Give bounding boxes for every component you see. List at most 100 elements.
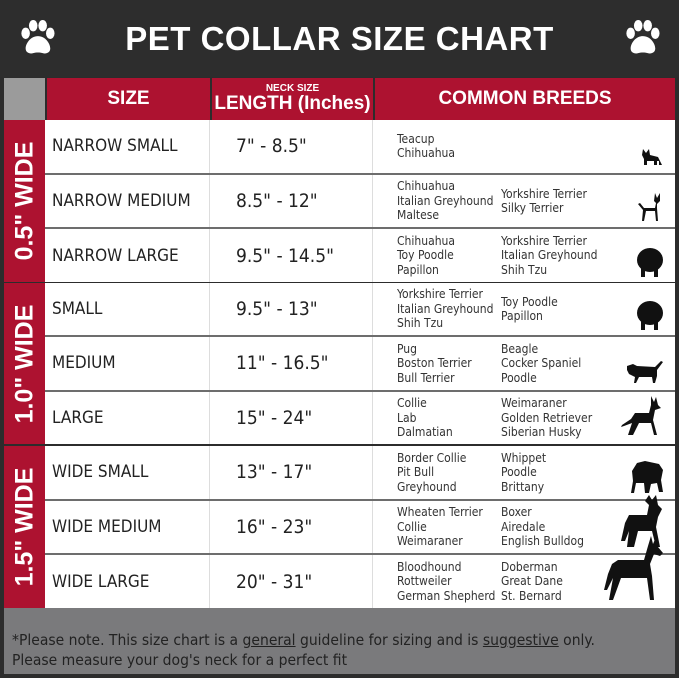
breed-column: Yorkshire Terrier Italian Greyhound Shih T…: [397, 287, 501, 331]
breed-column: Beagle Cocker Spaniel Poodle: [501, 342, 605, 386]
neck-length: 13" - 17": [210, 446, 373, 499]
table-row: NARROW SMALL 7" - 8.5" Teacup Chihuahua: [45, 120, 675, 173]
breed-name: Italian Greyhound: [397, 193, 494, 208]
table-row: WIDE MEDIUM 16" - 23" Wheaten Terrier Colli…: [45, 495, 675, 554]
breed-name: Doberman: [501, 559, 558, 574]
size-name: NARROW LARGE: [45, 229, 210, 283]
neck-length: 11" - 16.5": [210, 337, 373, 390]
breed-column: Pug Boston Terrier Bull Terrier: [397, 342, 501, 386]
breed-column: Chihuahua Italian Greyhound Maltese: [397, 179, 501, 223]
breed-name: Shih Tzu: [397, 316, 444, 331]
size-name: SMALL: [45, 283, 210, 336]
breeds-cell: Teacup Chihuahua: [373, 120, 675, 173]
breed-column: Weimaraner Golden Retriever Siberian Husky: [501, 396, 605, 440]
breed-column: Boxer Airedale English Bulldog: [501, 505, 605, 549]
breeds-cell: Wheaten Terrier Collie Weimaraner Boxer Aire…: [373, 495, 675, 554]
table-row: NARROW LARGE 9.5" - 14.5" Chihuahua Toy Poo…: [45, 229, 675, 283]
note-text: guideline for sizing and is: [295, 631, 483, 649]
note-line-2: Please measure your dog's neck for a per…: [12, 651, 348, 669]
breed-name: Chihuahua: [397, 233, 455, 248]
breed-name: Cocker Spaniel: [501, 356, 582, 371]
size-name: WIDE LARGE: [45, 555, 210, 609]
breeds-cell: Bloodhound Rottweiler German Shepherd Dober…: [373, 536, 675, 608]
group-rows: NARROW SMALL 7" - 8.5" Teacup Chihuahua NARR…: [45, 120, 675, 283]
breed-name: Bull Terrier: [397, 370, 455, 385]
width-label-text: 1.0" WIDE: [10, 304, 38, 423]
breed-name: Yorkshire Terrier: [501, 233, 587, 248]
shepherd-silhouette-icon: [621, 395, 661, 435]
breed-name: Brittany: [501, 479, 545, 494]
dachshund-silhouette-icon: [627, 360, 663, 383]
breed-name: Yorkshire Terrier: [501, 186, 587, 201]
breed-name: Beagle: [501, 341, 539, 356]
width-label-text: 0.5" WIDE: [10, 141, 38, 261]
size-name: WIDE SMALL: [45, 446, 210, 499]
breed-name: Siberian Husky: [501, 425, 582, 440]
size-name: NARROW MEDIUM: [45, 174, 210, 228]
breeds-cell: Border Collie Pit Bull Greyhound Whippet Poo…: [373, 446, 675, 499]
size-group: 1.0" WIDE SMALL 9.5" - 13" Yorkshire Terrie…: [4, 283, 675, 444]
header-breeds: COMMON BREEDS: [373, 78, 675, 120]
breed-name: Toy Poodle: [501, 294, 558, 309]
breed-name: Great Dane: [501, 574, 563, 589]
breed-name: Weimaraner: [501, 396, 567, 411]
breed-name: Boston Terrier: [397, 356, 472, 371]
breed-name: Dalmatian: [397, 425, 453, 440]
size-name: MEDIUM: [45, 337, 210, 390]
table-row: NARROW MEDIUM 8.5" - 12" Chihuahua Italian …: [45, 174, 675, 228]
breed-name: Italian Greyhound: [397, 301, 494, 316]
breed-name: Poodle: [501, 465, 537, 480]
width-label: 1.5" WIDE: [4, 446, 45, 608]
breed-name: Papillon: [501, 309, 543, 324]
breed-column: Bloodhound Rottweiler German Shepherd: [397, 560, 501, 604]
breed-name: Wheaten Terrier: [397, 505, 483, 520]
breed-name: Boxer: [501, 505, 532, 520]
breeds-cell: Collie Lab Dalmatian Weimaraner Golden Retri…: [373, 392, 675, 444]
breed-column: Whippet Poodle Brittany: [501, 451, 605, 495]
breed-name: Teacup: [397, 131, 435, 146]
breed-name: Rottweiler: [397, 574, 452, 589]
breed-column: Collie Lab Dalmatian: [397, 396, 501, 440]
breed-name: Papillon: [397, 262, 439, 277]
header-neck-size: NECK SIZE: [265, 83, 320, 94]
breed-name: Pug: [397, 341, 417, 356]
page-title: PET COLLAR SIZE CHART: [125, 19, 554, 57]
breed-name: Poodle: [501, 370, 537, 385]
breed-column: Chihuahua Toy Poodle Papillon: [397, 234, 501, 278]
note-text: only.: [558, 631, 595, 649]
neck-length: 9.5" - 13": [210, 283, 373, 336]
size-group: 0.5" WIDE NARROW SMALL 7" - 8.5" Teacup Chih…: [4, 120, 675, 283]
breed-name: Weimaraner: [397, 534, 463, 549]
note-underline-general: general: [242, 631, 296, 649]
yorkie-silhouette-icon: [642, 148, 662, 165]
header-corner: [4, 78, 45, 120]
breed-name: Collie: [397, 519, 427, 534]
breed-name: Golden Retriever: [501, 410, 593, 425]
breed-name: Airedale: [501, 519, 546, 534]
breeds-cell: Chihuahua Toy Poodle Papillon Yorkshire Ter…: [373, 229, 675, 282]
breed-name: Italian Greyhound: [501, 248, 598, 263]
breeds-cell: Yorkshire Terrier Italian Greyhound Shih T…: [373, 283, 675, 335]
table-row: MEDIUM 11" - 16.5" Pug Boston Terrier Bull T…: [45, 337, 675, 390]
breed-name: Chihuahua: [397, 146, 455, 161]
breed-column: Toy Poodle Papillon: [501, 295, 605, 324]
table-row: LARGE 15" - 24" Collie Lab Dalmatian Weimaran…: [45, 391, 675, 444]
breeds-cell: Pug Boston Terrier Bull Terrier Beagle Cocke…: [373, 337, 675, 389]
header-size: SIZE: [45, 78, 210, 120]
group-rows: SMALL 9.5" - 13" Yorkshire Terrier Italian …: [45, 283, 675, 444]
doberman-silhouette-icon: [604, 536, 663, 601]
paw-icon: [21, 20, 55, 54]
breed-name: Whippet: [501, 450, 547, 465]
table-row: SMALL 9.5" - 13" Yorkshire Terrier Italian …: [45, 283, 675, 336]
breed-name: Maltese: [397, 208, 440, 223]
breed-name: Greyhound: [397, 479, 457, 494]
breed-name: Toy Poodle: [397, 248, 454, 263]
breed-name: German Shepherd: [397, 588, 496, 603]
breed-name: Chihuahua: [397, 179, 455, 194]
table-row: WIDE LARGE 20" - 31" Bloodhound Rottweiler G…: [45, 536, 675, 609]
table-row: WIDE SMALL 13" - 17" Border Collie Pit Bull…: [45, 446, 675, 499]
paw-icon: [626, 20, 660, 54]
pomeranian-silhouette-icon: [637, 248, 663, 278]
breeds-cell: Chihuahua Italian Greyhound Maltese Yorkshi…: [373, 175, 675, 228]
breed-column: Doberman Great Dane St. Bernard: [501, 560, 605, 604]
